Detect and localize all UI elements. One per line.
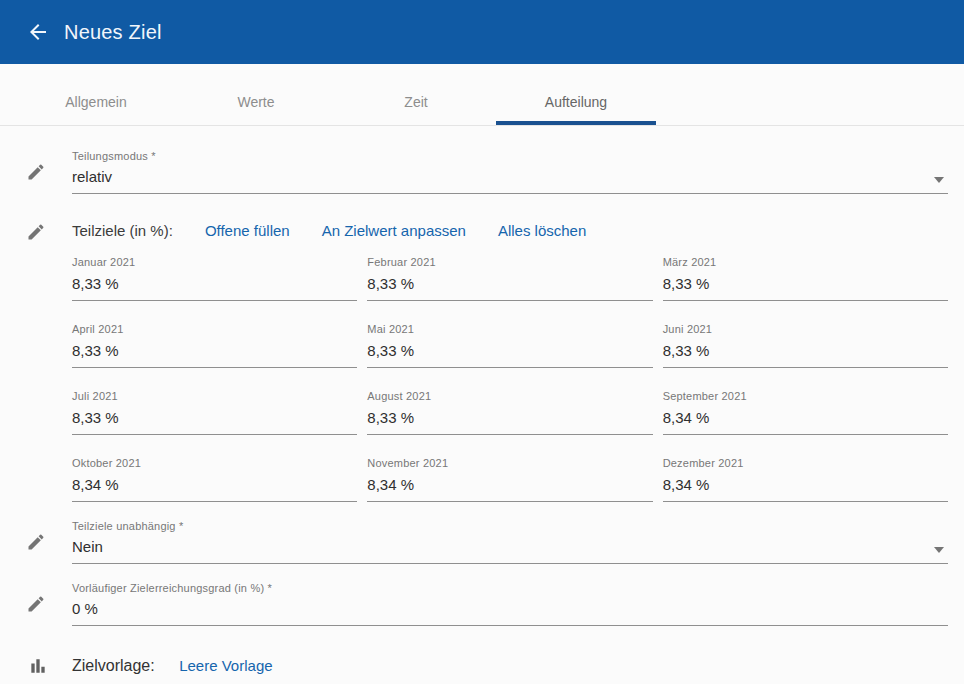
month-field-januar[interactable]: Januar 2021 8,33 %	[72, 256, 357, 301]
edit-icon	[26, 594, 46, 614]
month-field-mai[interactable]: Mai 2021 8,33 %	[367, 323, 652, 368]
field-value: 0 %	[72, 600, 948, 617]
edit-icon	[26, 532, 46, 552]
tab-aufteilung[interactable]: Aufteilung	[496, 78, 656, 125]
zielvorlage-label: Zielvorlage:	[72, 657, 155, 674]
month-label: Februar 2021	[367, 256, 652, 268]
chevron-down-icon[interactable]	[934, 177, 944, 183]
month-field-juni[interactable]: Juni 2021 8,33 %	[663, 323, 948, 368]
month-label: Dezember 2021	[663, 457, 948, 469]
month-field-maerz[interactable]: März 2021 8,33 %	[663, 256, 948, 301]
active-tab-indicator	[496, 121, 656, 125]
month-value: 8,33 %	[663, 275, 948, 292]
row-zielvorlage: Zielvorlage: Leere Vorlage	[0, 656, 964, 676]
month-value: 8,33 %	[367, 409, 652, 426]
zielerreichungsgrad-input[interactable]: Vorläufiger Zielerreichungsgrad (in %) *…	[72, 582, 948, 626]
row-teilziele-header: Teilziele (in %): Offene füllen An Zielw…	[0, 194, 964, 242]
edit-icon	[26, 162, 46, 182]
months-grid: Januar 2021 8,33 % Februar 2021 8,33 % M…	[72, 256, 948, 502]
month-label: März 2021	[663, 256, 948, 268]
back-icon[interactable]	[26, 20, 50, 44]
month-field-november[interactable]: November 2021 8,34 %	[367, 457, 652, 502]
teilziele-label: Teilziele (in %):	[72, 222, 173, 239]
month-label: November 2021	[367, 457, 652, 469]
month-value: 8,33 %	[72, 409, 357, 426]
month-value: 8,33 %	[72, 275, 357, 292]
field-value: relativ	[72, 168, 948, 185]
month-label: August 2021	[367, 390, 652, 402]
month-value: 8,33 %	[663, 342, 948, 359]
tab-label: Zeit	[404, 94, 427, 110]
link-leere-vorlage[interactable]: Leere Vorlage	[179, 657, 272, 674]
month-label: April 2021	[72, 323, 357, 335]
field-value: Nein	[72, 538, 948, 555]
month-value: 8,33 %	[367, 342, 652, 359]
row-teilungsmodus: Teilungsmodus * relativ	[0, 150, 964, 194]
month-label: Januar 2021	[72, 256, 357, 268]
field-label: Vorläufiger Zielerreichungsgrad (in %) *	[72, 582, 948, 594]
link-alles-loeschen[interactable]: Alles löschen	[498, 222, 586, 239]
month-label: September 2021	[663, 390, 948, 402]
field-label: Teilungsmodus *	[72, 150, 948, 162]
chevron-down-icon[interactable]	[934, 547, 944, 553]
page-title: Neues Ziel	[64, 21, 162, 44]
tab-werte[interactable]: Werte	[176, 78, 336, 125]
month-field-oktober[interactable]: Oktober 2021 8,34 %	[72, 457, 357, 502]
tab-allgemein[interactable]: Allgemein	[16, 78, 176, 125]
month-field-august[interactable]: August 2021 8,33 %	[367, 390, 652, 435]
month-label: Mai 2021	[367, 323, 652, 335]
month-field-juli[interactable]: Juli 2021 8,33 %	[72, 390, 357, 435]
tab-label: Allgemein	[65, 94, 126, 110]
month-field-februar[interactable]: Februar 2021 8,33 %	[367, 256, 652, 301]
month-field-april[interactable]: April 2021 8,33 %	[72, 323, 357, 368]
month-value: 8,34 %	[663, 476, 948, 493]
month-field-september[interactable]: September 2021 8,34 %	[663, 390, 948, 435]
tab-label: Werte	[237, 94, 274, 110]
row-zielerreichungsgrad: Vorläufiger Zielerreichungsgrad (in %) *…	[0, 582, 964, 626]
month-value: 8,34 %	[663, 409, 948, 426]
month-field-dezember[interactable]: Dezember 2021 8,34 %	[663, 457, 948, 502]
month-label: Oktober 2021	[72, 457, 357, 469]
form-content: Teilungsmodus * relativ Teilziele (in %)…	[0, 126, 964, 684]
tab-zeit[interactable]: Zeit	[336, 78, 496, 125]
teilziele-unabhaengig-select[interactable]: Teilziele unabhängig * Nein	[72, 520, 948, 564]
link-an-zielwert-anpassen[interactable]: An Zielwert anpassen	[322, 222, 466, 239]
month-value: 8,34 %	[367, 476, 652, 493]
month-value: 8,34 %	[72, 476, 357, 493]
tab-bar: Allgemein Werte Zeit Aufteilung	[0, 78, 964, 126]
teilungsmodus-select[interactable]: Teilungsmodus * relativ	[72, 150, 948, 194]
tab-label: Aufteilung	[545, 94, 607, 110]
link-offene-fuellen[interactable]: Offene füllen	[205, 222, 290, 239]
bar-chart-icon	[28, 656, 48, 676]
month-label: Juni 2021	[663, 323, 948, 335]
row-teilziele-unabhaengig: Teilziele unabhängig * Nein	[0, 520, 964, 564]
month-value: 8,33 %	[367, 275, 652, 292]
app-header: Neues Ziel	[0, 0, 964, 64]
edit-icon	[26, 222, 46, 242]
field-label: Teilziele unabhängig *	[72, 520, 948, 532]
month-label: Juli 2021	[72, 390, 357, 402]
month-value: 8,33 %	[72, 342, 357, 359]
